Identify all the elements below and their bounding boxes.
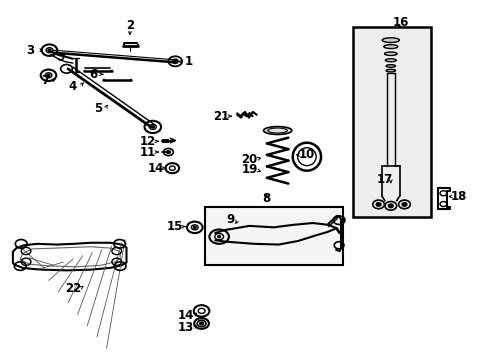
Text: 19: 19 — [241, 163, 257, 176]
Bar — [352, 27, 430, 217]
Text: 21: 21 — [213, 110, 229, 123]
Circle shape — [48, 49, 51, 51]
Ellipse shape — [385, 59, 395, 62]
Text: 11: 11 — [140, 145, 156, 158]
Ellipse shape — [263, 127, 291, 134]
Text: 2: 2 — [125, 19, 134, 32]
Text: 4: 4 — [69, 80, 77, 93]
Text: 14: 14 — [147, 162, 163, 175]
Circle shape — [166, 150, 170, 153]
Text: 15: 15 — [167, 220, 183, 233]
Bar — [162, 139, 167, 142]
Text: 20: 20 — [241, 153, 257, 166]
Circle shape — [375, 203, 380, 206]
Circle shape — [217, 235, 220, 238]
Text: 8: 8 — [262, 192, 270, 205]
Ellipse shape — [383, 45, 397, 49]
Text: 1: 1 — [184, 55, 192, 68]
Text: 5: 5 — [94, 102, 102, 115]
Text: 7: 7 — [41, 74, 49, 87]
Circle shape — [193, 226, 196, 228]
Text: 18: 18 — [450, 190, 466, 203]
Text: 6: 6 — [89, 68, 97, 81]
Ellipse shape — [382, 38, 399, 42]
Circle shape — [151, 126, 154, 128]
Text: 17: 17 — [376, 173, 392, 186]
Text: 9: 9 — [226, 213, 235, 226]
Circle shape — [199, 322, 203, 325]
Text: 13: 13 — [178, 321, 194, 334]
Text: 12: 12 — [140, 135, 156, 148]
Text: 14: 14 — [178, 309, 194, 322]
Ellipse shape — [384, 52, 396, 55]
Ellipse shape — [386, 65, 395, 67]
Circle shape — [401, 203, 406, 206]
Circle shape — [387, 204, 392, 208]
Circle shape — [172, 59, 178, 63]
Circle shape — [47, 74, 50, 76]
Bar — [204, 207, 343, 265]
Text: 22: 22 — [64, 282, 81, 295]
Text: 3: 3 — [26, 44, 34, 57]
Text: 10: 10 — [298, 148, 314, 161]
Ellipse shape — [386, 69, 395, 72]
Text: 16: 16 — [391, 16, 408, 29]
